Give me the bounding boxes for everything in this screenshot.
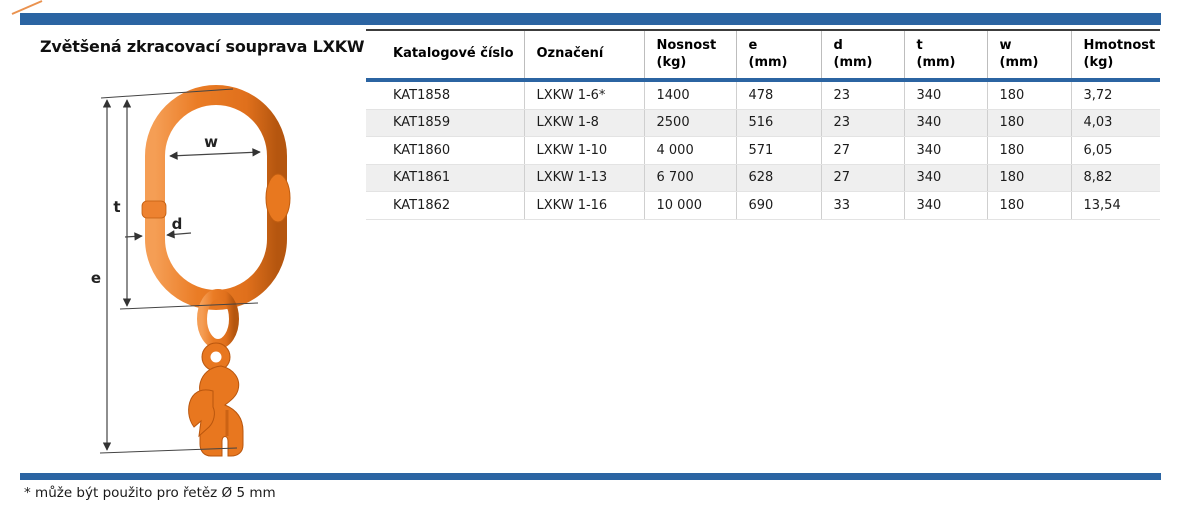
col-header-catalog: Katalogové číslo xyxy=(366,29,525,82)
col-header-weight: Hmotnost (kg) xyxy=(1071,29,1160,82)
cell-d: 23 xyxy=(821,80,905,110)
cell-capacity: 6 700 xyxy=(644,164,737,192)
corner-orange-mark xyxy=(11,0,43,15)
cell-designation: LXKW 1-13 xyxy=(524,164,645,192)
table-row: KAT1862 LXKW 1-16 10 000 690 33 340 180 … xyxy=(366,191,1160,220)
cell-e: 690 xyxy=(736,191,822,220)
col-header-w: w (mm) xyxy=(987,29,1072,82)
cell-t: 340 xyxy=(904,164,988,192)
cell-e: 478 xyxy=(736,80,822,110)
dim-label-e: e xyxy=(91,269,101,287)
cell-designation: LXKW 1-10 xyxy=(524,136,645,165)
cell-w: 180 xyxy=(987,109,1072,137)
dim-label-w: w xyxy=(204,133,218,151)
dim-label-d: d xyxy=(172,215,183,233)
table-header-row: Katalogové číslo Označení Nosnost (kg) e(… xyxy=(366,29,1160,82)
product-diagram: w t d e xyxy=(91,85,291,457)
cell-catalog: KAT1859 xyxy=(366,109,525,137)
cell-t: 340 xyxy=(904,191,988,220)
cell-w: 180 xyxy=(987,164,1072,192)
table-row: KAT1860 LXKW 1-10 4 000 571 27 340 180 6… xyxy=(366,136,1160,165)
col-header-d: d (mm) xyxy=(821,29,905,82)
cell-weight: 6,05 xyxy=(1071,136,1160,165)
cell-capacity: 1400 xyxy=(644,80,737,110)
col-header-designation: Označení xyxy=(524,29,645,82)
cell-d: 27 xyxy=(821,136,905,165)
cell-designation: LXKW 1-16 xyxy=(524,191,645,220)
col-header-capacity: Nosnost (kg) xyxy=(644,29,737,82)
bottom-divider-bar xyxy=(20,473,1161,480)
product-spec-table: Katalogové číslo Označení Nosnost (kg) e(… xyxy=(366,29,1160,220)
top-divider-bar xyxy=(20,13,1161,25)
cell-t: 340 xyxy=(904,136,988,165)
cell-d: 27 xyxy=(821,164,905,192)
col-header-e: e (mm) xyxy=(736,29,822,82)
cell-capacity: 4 000 xyxy=(644,136,737,165)
cell-t: 340 xyxy=(904,80,988,110)
cell-capacity: 10 000 xyxy=(644,191,737,220)
cell-catalog: KAT1860 xyxy=(366,136,525,165)
cell-designation: LXKW 1-8 xyxy=(524,109,645,137)
cell-weight: 3,72 xyxy=(1071,80,1160,110)
cell-weight: 4,03 xyxy=(1071,109,1160,137)
cell-d: 33 xyxy=(821,191,905,220)
table-row: KAT1861 LXKW 1-13 6 700 628 27 340 180 8… xyxy=(366,164,1160,192)
table-row: KAT1858 LXKW 1-6* 1400 478 23 340 180 3,… xyxy=(366,80,1160,110)
shortening-hook-shape xyxy=(188,289,244,457)
dim-label-t: t xyxy=(113,198,120,216)
page-title: Zvětšená zkracovací souprava LXKW 1 xyxy=(40,37,381,56)
cell-t: 340 xyxy=(904,109,988,137)
cell-w: 180 xyxy=(987,191,1072,220)
cell-e: 571 xyxy=(736,136,822,165)
cell-catalog: KAT1862 xyxy=(366,191,525,220)
cell-catalog: KAT1858 xyxy=(366,80,525,110)
footnote: * může být použito pro řetěz Ø 5 mm xyxy=(24,485,276,501)
cell-w: 180 xyxy=(987,80,1072,110)
cell-e: 628 xyxy=(736,164,822,192)
cell-w: 180 xyxy=(987,136,1072,165)
col-header-t: t (mm) xyxy=(904,29,988,82)
cell-d: 23 xyxy=(821,109,905,137)
cell-capacity: 2500 xyxy=(644,109,737,137)
dimension-lines xyxy=(99,88,261,454)
master-link-shape xyxy=(141,85,291,310)
cell-weight: 8,82 xyxy=(1071,164,1160,192)
cell-weight: 13,54 xyxy=(1071,191,1160,220)
cell-designation: LXKW 1-6* xyxy=(524,80,645,110)
cell-catalog: KAT1861 xyxy=(366,164,525,192)
cell-e: 516 xyxy=(736,109,822,137)
dimension-labels: w t d e xyxy=(91,133,218,287)
table-row: KAT1859 LXKW 1-8 2500 516 23 340 180 4,0… xyxy=(366,109,1160,137)
